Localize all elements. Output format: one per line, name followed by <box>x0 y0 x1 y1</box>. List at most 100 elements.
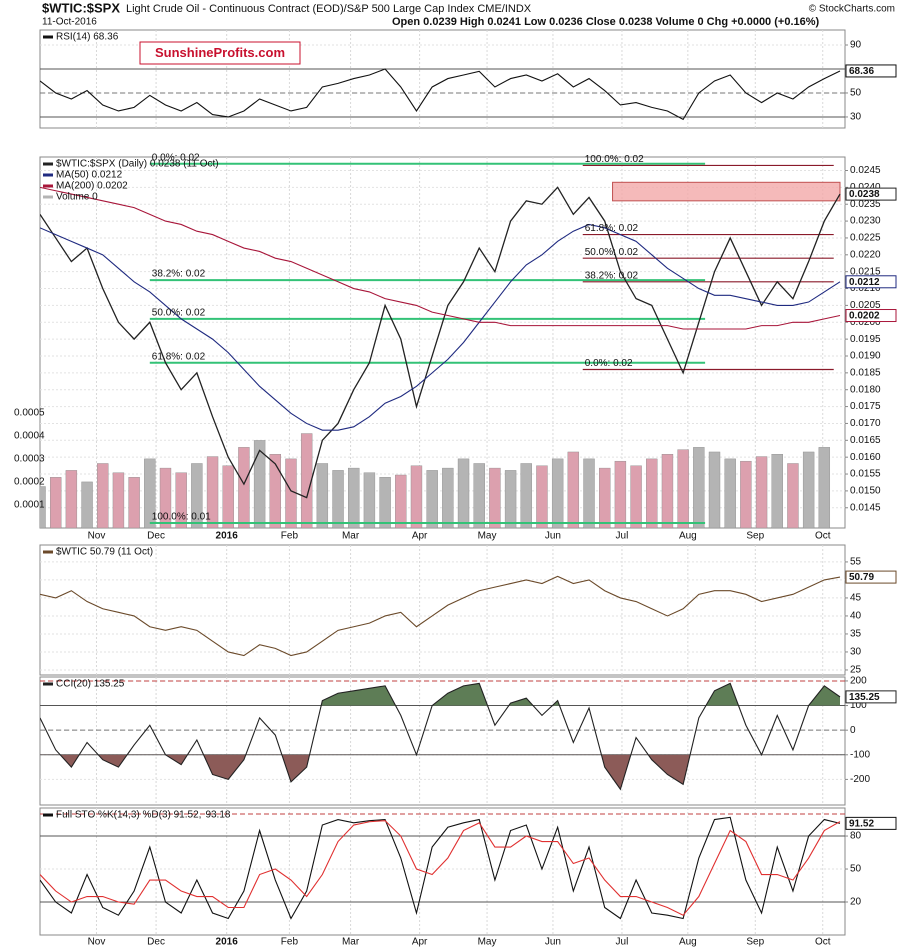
y-tick-label: 55 <box>850 557 862 568</box>
volume-bar <box>583 458 595 528</box>
y-tick-label: 0.0195 <box>850 334 881 345</box>
value-box-label: 50.79 <box>849 572 874 583</box>
y-tick-label: 90 <box>850 40 862 51</box>
volume-bar <box>442 467 454 528</box>
quote: Open 0.0239 High 0.0241 Low 0.0236 Close… <box>392 16 820 28</box>
value-box <box>845 816 897 830</box>
legend-label: $WTIC:$SPX (Daily) 0.0238 (11 Oct) <box>56 159 219 170</box>
volume-bar <box>473 463 485 528</box>
volume-bar <box>614 460 627 528</box>
y-tick-label: 0.0145 <box>850 502 881 513</box>
credit: © StockCharts.com <box>809 4 895 15</box>
volume-bar <box>253 440 266 528</box>
panel-title-value: 93.18 <box>205 810 230 821</box>
y-tick-label: 0.0235 <box>850 199 881 210</box>
fib-label: 0.0%: 0.02 <box>585 358 633 369</box>
volume-bar <box>49 477 62 528</box>
series-line <box>40 68 841 121</box>
volume-bar <box>363 472 376 528</box>
y-tick-label: 0.0200 <box>850 317 881 328</box>
y-tick-label: 0.0165 <box>850 435 881 446</box>
x-tick-label: Sep <box>746 531 764 542</box>
volume-bar <box>755 456 768 528</box>
y-tick-label: 40 <box>850 611 862 622</box>
y-tick-label: 30 <box>850 112 862 123</box>
volume-bar <box>630 465 642 528</box>
y-tick-label: 0.0210 <box>850 283 881 294</box>
volume-bar <box>81 481 93 528</box>
y-tick-label: 0.0155 <box>850 469 881 480</box>
x-tick-label: Jul <box>616 937 629 948</box>
y-tick-label: 80 <box>850 831 862 842</box>
series-line <box>40 186 841 499</box>
volume-bar <box>395 474 407 528</box>
panel-frame <box>39 544 846 676</box>
y-tick-label: 0.0150 <box>850 486 881 497</box>
volume-bar <box>599 467 611 528</box>
watermark: SunshineProfits.com <box>155 45 285 60</box>
volume-bar <box>112 472 125 528</box>
legend-label: Volume 0 <box>56 192 98 203</box>
watermark-box <box>139 41 301 65</box>
fib-label: 100.0%: 0.01 <box>152 512 211 523</box>
volume-bar <box>457 458 470 528</box>
volume-bar <box>300 433 313 528</box>
y-tick-label: 30 <box>850 647 862 658</box>
value-box-label: 91.52 <box>849 819 874 830</box>
y2-tick-label: 0.0005 <box>14 407 45 418</box>
series-line <box>40 820 841 916</box>
series-line <box>40 575 841 657</box>
fib-label: 50.0%: 0.02 <box>152 308 206 319</box>
value-box-label: 0.0212 <box>849 277 880 288</box>
series-line <box>40 186 841 330</box>
volume-bar <box>724 458 736 528</box>
volume-bar <box>708 451 721 528</box>
y-tick-label: 0.0230 <box>850 216 881 227</box>
volume-bar <box>818 447 831 528</box>
volume-bar <box>787 463 799 528</box>
volume-bar <box>520 463 532 528</box>
volume-bar <box>348 467 360 528</box>
fib-label: 100.0%: 0.02 <box>585 154 644 165</box>
y-tick-label: 25 <box>850 665 862 676</box>
fib-label: 38.2%: 0.02 <box>152 269 206 280</box>
y-tick-label: 0.0245 <box>850 165 881 176</box>
x-tick-label: Feb <box>281 531 299 542</box>
y-tick-label: 0.0190 <box>850 351 881 362</box>
y2-tick-label: 0.0001 <box>14 500 45 511</box>
value-box <box>845 690 897 704</box>
x-tick-label: May <box>478 531 497 542</box>
y-tick-label: 50 <box>850 88 862 99</box>
volume-bar <box>206 456 219 528</box>
y-tick-label: 20 <box>850 897 862 908</box>
x-tick-label: Dec <box>147 531 165 542</box>
panel-title: $WTIC 50.79 (11 Oct) <box>56 547 153 558</box>
y-tick-label: 0.0175 <box>850 401 881 412</box>
volume-bar <box>504 470 517 528</box>
x-tick-label: Apr <box>412 531 428 542</box>
x-tick-label: Oct <box>815 531 831 542</box>
value-box <box>845 64 897 78</box>
resistance-zone <box>612 181 841 202</box>
panel-title: RSI(14) 68.36 <box>56 32 119 43</box>
y2-tick-label: 0.0002 <box>14 477 45 488</box>
volume-bar <box>191 463 203 528</box>
volume-bar <box>536 465 548 528</box>
volume-bar <box>410 465 423 528</box>
x-tick-label: Aug <box>679 937 697 948</box>
value-box-label: 0.0202 <box>849 311 880 322</box>
legend-label: MA(200) 0.0202 <box>56 181 128 192</box>
y-tick-label: 0.0180 <box>850 384 881 395</box>
legend-label: MA(50) 0.0212 <box>56 170 123 181</box>
volume-bar <box>332 470 344 528</box>
volume-bar <box>175 472 187 528</box>
volume-bar <box>740 460 752 528</box>
x-tick-label: Nov <box>88 531 106 542</box>
fib-label: 50.0%: 0.02 <box>585 247 639 258</box>
y-tick-label: 200 <box>850 676 867 687</box>
volume-bar <box>269 454 281 528</box>
volume-bar <box>802 451 815 528</box>
y-tick-label: 0.0225 <box>850 233 881 244</box>
panel <box>40 545 845 675</box>
